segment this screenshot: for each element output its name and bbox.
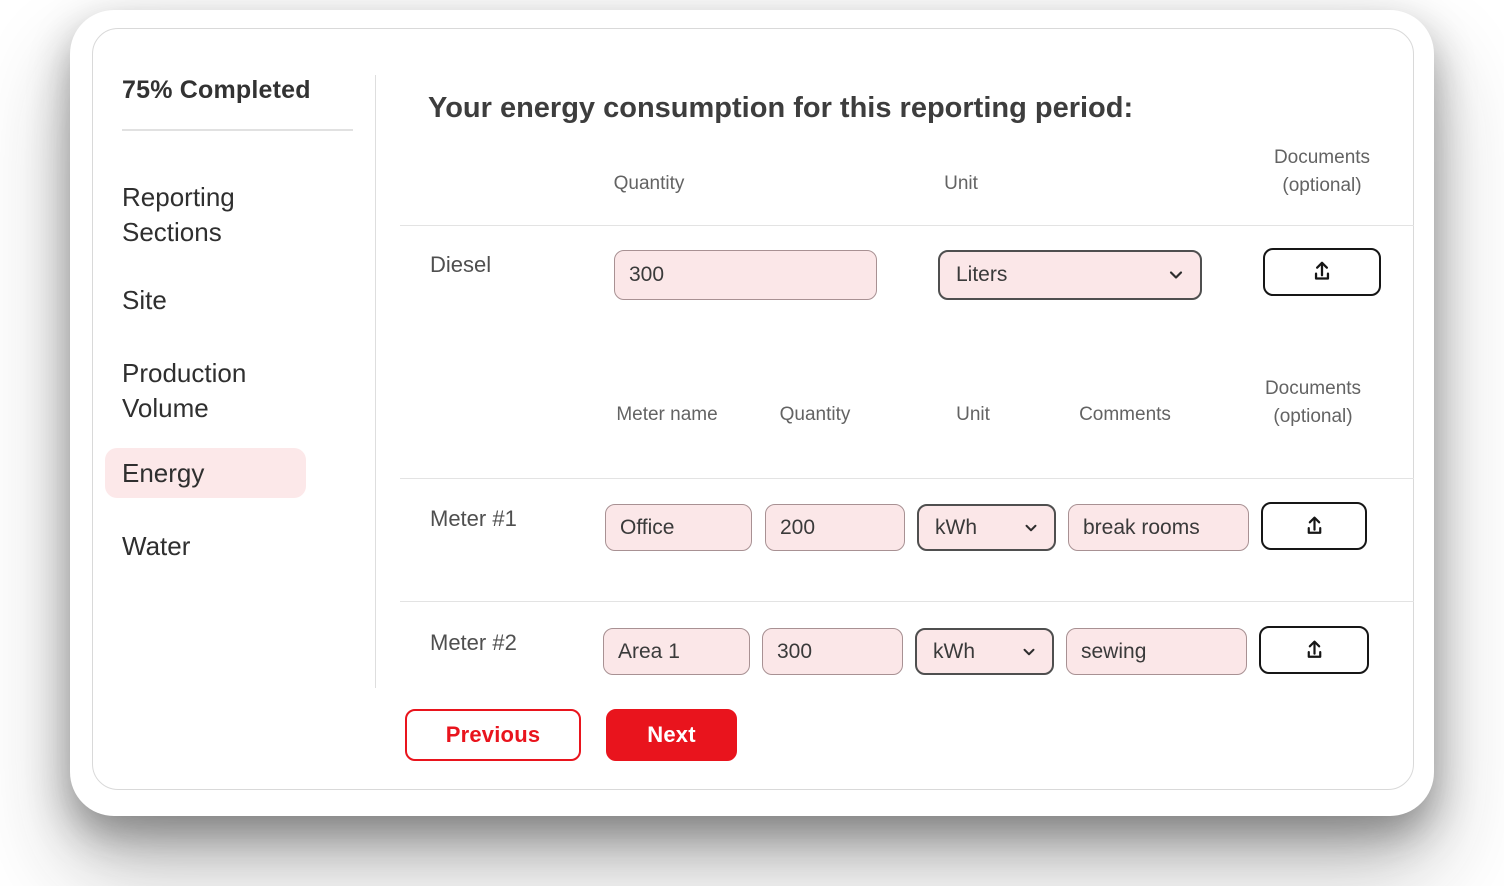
sidebar-item-water[interactable]: Water	[122, 531, 191, 561]
row-divider	[400, 225, 1414, 226]
meter-comments-header: Comments	[1079, 404, 1171, 425]
diesel-quantity-input[interactable]	[614, 250, 877, 300]
meter-documents-header-line2: (optional)	[1273, 406, 1353, 427]
meter1-comments-input[interactable]	[1068, 504, 1249, 551]
meter-name-header: Meter name	[616, 404, 718, 425]
sidebar-item-reporting-sections[interactable]: Reporting Sections	[122, 182, 235, 247]
meter2-row-label: Meter #2	[430, 630, 517, 655]
meter2-unit-value: kWh	[933, 639, 975, 663]
meter1-row-label: Meter #1	[430, 506, 517, 531]
upload-icon	[1307, 516, 1321, 534]
sidebar-item-site[interactable]: Site	[122, 285, 167, 315]
chevron-down-icon	[1169, 271, 1183, 279]
fuel-quantity-header: Quantity	[613, 173, 685, 194]
upload-icon	[1307, 640, 1321, 658]
meter2-upload-button[interactable]	[1259, 626, 1369, 674]
meter-documents-header: Documents (optional)	[1265, 375, 1361, 431]
meter1-unit-value: kWh	[935, 515, 977, 539]
meter2-name-input[interactable]	[603, 628, 750, 675]
chevron-down-icon	[1025, 524, 1037, 531]
progress-label: 75% Completed	[122, 76, 311, 104]
meter-documents-header-line1: Documents	[1264, 378, 1362, 399]
upload-icon	[1314, 261, 1330, 280]
sidebar-divider	[375, 75, 376, 688]
sidebar-active-highlight	[105, 448, 306, 498]
fuel-documents-header: Documents (optional)	[1274, 144, 1370, 200]
fuel-documents-header-line2: (optional)	[1282, 175, 1362, 196]
meter2-unit-select[interactable]: kWh	[915, 628, 1054, 675]
meter1-name-input[interactable]	[605, 504, 752, 551]
diesel-upload-button[interactable]	[1263, 248, 1381, 296]
meter1-unit-select[interactable]: kWh	[917, 504, 1056, 551]
fuel-row-label: Diesel	[430, 252, 492, 277]
fuel-unit-header: Unit	[944, 173, 978, 194]
next-button[interactable]: Next	[606, 709, 737, 761]
chevron-down-icon	[1023, 648, 1035, 655]
meter1-quantity-input[interactable]	[765, 504, 905, 551]
fuel-documents-header-line1: Documents	[1273, 147, 1371, 168]
meter2-quantity-input[interactable]	[762, 628, 903, 675]
meter1-upload-button[interactable]	[1261, 502, 1367, 550]
diesel-unit-value: Liters	[956, 263, 1008, 286]
meter-quantity-header: Quantity	[779, 404, 851, 425]
meter-unit-header: Unit	[956, 404, 990, 425]
row-divider	[400, 601, 1414, 602]
diesel-unit-select[interactable]: Liters	[938, 250, 1202, 300]
sidebar-item-production-volume[interactable]: Production Volume	[122, 358, 247, 423]
previous-button[interactable]: Previous	[405, 709, 581, 761]
sidebar-item-energy[interactable]: Energy	[122, 458, 205, 488]
row-divider	[400, 478, 1414, 479]
progress-divider	[122, 129, 353, 131]
meter2-comments-input[interactable]	[1066, 628, 1247, 675]
page-title: Your energy consumption for this reporti…	[428, 92, 1134, 124]
